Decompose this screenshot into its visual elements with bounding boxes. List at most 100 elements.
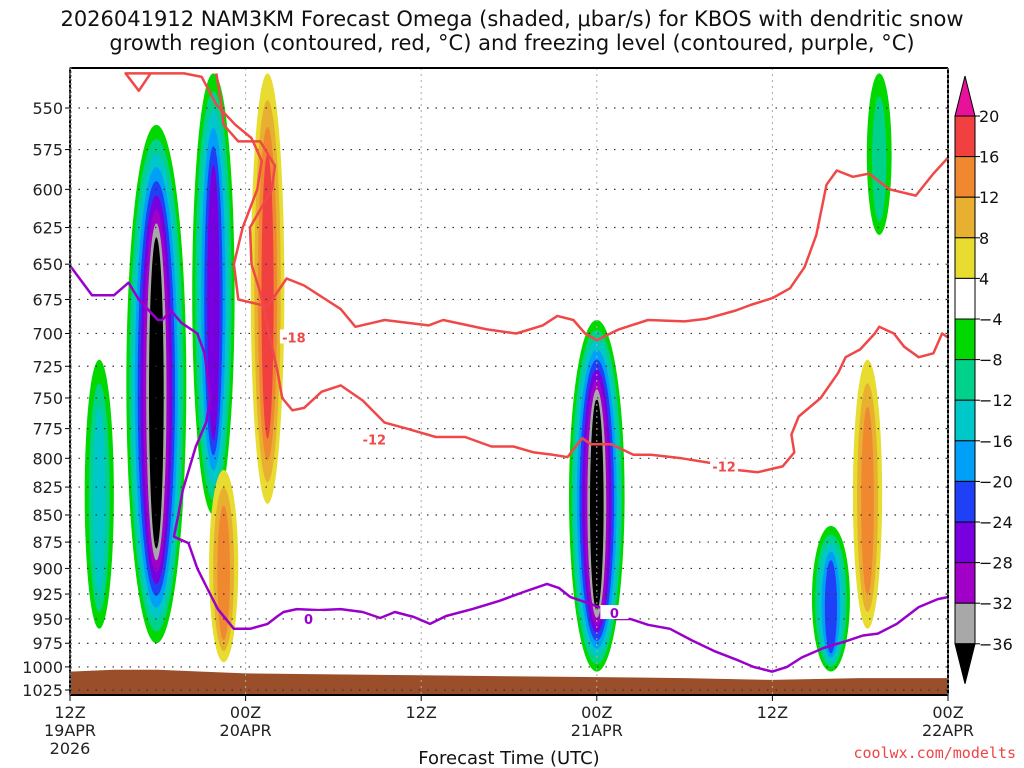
y-tick-label: 850 xyxy=(32,506,63,525)
y-tick-label: 700 xyxy=(32,324,63,343)
colorbar-bin xyxy=(954,156,976,198)
omega-feature-descent-lowlevel-1 xyxy=(209,469,239,663)
contour-label: 0 xyxy=(610,607,619,622)
x-tick-label: 22APR xyxy=(922,721,974,740)
colorbar-label: −16 xyxy=(979,432,1013,451)
omega-feature-ascent-lowlevel-east xyxy=(811,525,850,672)
colorbar-label: −20 xyxy=(979,472,1013,491)
omega-contour-fill xyxy=(149,237,164,549)
x-tick-label: 2026 xyxy=(50,739,91,758)
x-tick-label: 12Z xyxy=(406,703,437,722)
y-tick-label: 575 xyxy=(32,141,63,160)
title-line-1: 2026041912 NAM3KM Forecast Omega (shaded… xyxy=(60,7,963,31)
omega-contour-fill xyxy=(261,153,274,439)
y-tick-label: 675 xyxy=(32,290,63,309)
contour-dgz-minus18 xyxy=(124,72,948,342)
y-tick-label: 950 xyxy=(32,610,63,629)
contour-label-bg xyxy=(294,610,323,625)
colorbar-bin xyxy=(954,480,976,523)
omega-feature-strong-ascent-core-1 xyxy=(126,124,187,644)
omega-feature-ascent-column-2 xyxy=(192,73,235,515)
contour-label: -18 xyxy=(282,331,306,346)
y-tick-label: 1025 xyxy=(22,681,63,700)
x-tick-label: 00Z xyxy=(230,703,261,722)
colorbar-bin xyxy=(954,359,976,401)
colorbar-label: −24 xyxy=(979,513,1013,532)
x-tick-label: 12Z xyxy=(757,703,788,722)
y-tick-label: 725 xyxy=(32,357,63,376)
contour-freezing-level-0 xyxy=(70,264,948,673)
omega-contour-fill xyxy=(861,406,874,596)
omega-contour-fill xyxy=(590,399,604,611)
colorbar-bottom-arrow xyxy=(954,643,976,684)
contour-labels: -18 -12 -12 0 0 xyxy=(279,329,739,628)
x-axis-title: Forecast Time (UTC) xyxy=(418,748,599,768)
colorbar-bin xyxy=(954,318,976,361)
credit-text: coolwx.com/modelts xyxy=(853,744,1016,762)
colorbar-bin xyxy=(954,562,976,604)
colorbar: 20 16 12 8 4 −4 −8 −12 −16 −20 −24 −28 −32 −36 xyxy=(954,75,1013,684)
chart-title: 2026041912 NAM3KM Forecast Omega (shaded… xyxy=(60,7,963,55)
omega-contour-fill xyxy=(217,505,230,641)
colorbar-label: 20 xyxy=(979,107,999,126)
colorbar-label: 12 xyxy=(979,188,999,207)
contour-label: 0 xyxy=(304,613,313,628)
colorbar-label: −4 xyxy=(979,310,1003,329)
omega-feature-low-level-ascent-west xyxy=(84,359,114,629)
y-tick-label: 650 xyxy=(32,255,63,274)
colorbar-bin xyxy=(954,399,976,442)
grid-lines xyxy=(70,68,948,695)
contour-label: -12 xyxy=(712,460,736,475)
omega-contour-fill xyxy=(824,560,838,654)
contour-label-bg xyxy=(710,458,739,473)
y-tick-label: 800 xyxy=(32,449,63,468)
y-tick-label: 750 xyxy=(32,389,63,408)
colorbar-label: 8 xyxy=(979,229,989,248)
colorbar-label: −32 xyxy=(979,594,1013,613)
colorbar-bin xyxy=(954,440,976,482)
y-tick-label: 975 xyxy=(32,634,63,653)
colorbar-label: −28 xyxy=(979,554,1013,573)
title-line-2: growth region (contoured, red, °C) and f… xyxy=(109,31,914,55)
y-tick-label: 550 xyxy=(32,99,63,118)
contour-lines xyxy=(70,72,948,673)
y-tick-label: 925 xyxy=(32,585,63,604)
colorbar-label: 16 xyxy=(979,148,999,167)
x-tick-label: 00Z xyxy=(932,703,963,722)
y-tick-label: 875 xyxy=(32,533,63,552)
x-tick-label: 19APR xyxy=(44,721,96,740)
omega-feature-ascent-upper-east xyxy=(866,73,892,235)
colorbar-label: −8 xyxy=(979,351,1003,370)
colorbar-bin xyxy=(954,196,976,239)
omega-feature-descent-upper-east xyxy=(852,359,883,629)
y-tick-label: 600 xyxy=(32,180,63,199)
terrain-layer xyxy=(70,669,948,695)
contour-label: -12 xyxy=(363,433,387,448)
contour-label-bg xyxy=(360,431,389,446)
terrain-surface xyxy=(70,669,948,695)
contour-label-bg xyxy=(279,329,308,344)
x-tick-label: 00Z xyxy=(581,703,612,722)
colorbar-label: 4 xyxy=(979,269,989,288)
colorbar-bin xyxy=(954,521,976,564)
colorbar-bin xyxy=(954,237,976,279)
x-tick-label: 20APR xyxy=(220,721,272,740)
y-axis-ticks: 550 575 600 625 650 675 700 725 750 775 800 825 850 8… xyxy=(22,67,72,700)
y-tick-label: 900 xyxy=(32,559,63,578)
colorbar-bin xyxy=(954,602,976,645)
colorbar-label: −36 xyxy=(979,635,1013,654)
x-tick-label: 12Z xyxy=(54,703,85,722)
y-tick-label: 825 xyxy=(32,478,63,497)
omega-contour-fill xyxy=(872,96,887,222)
y-tick-label: 1000 xyxy=(22,658,63,677)
colorbar-bin xyxy=(954,115,976,158)
contour-dgz-minus12-a xyxy=(215,73,948,474)
omega-contour-fill xyxy=(207,164,220,441)
colorbar-label: −12 xyxy=(979,391,1013,410)
y-tick-label: 625 xyxy=(32,219,63,238)
x-tick-label: 21APR xyxy=(571,721,623,740)
colorbar-bin xyxy=(954,277,976,320)
y-tick-label: 775 xyxy=(32,420,63,439)
